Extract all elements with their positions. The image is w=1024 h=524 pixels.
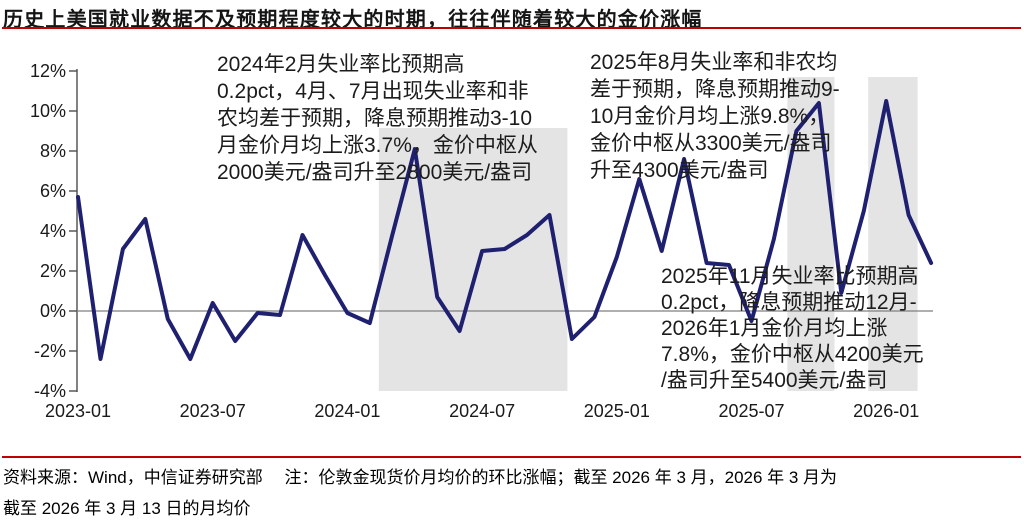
y-tick-label: -2% [33,341,66,361]
gold-mom-change-line-chart: 12% 10% 8% 6% 4% 2% 0% -2% -4% 2023-01 2023-07 202… [29,51,934,421]
x-tick-label: 2023-01 [44,401,112,421]
y-tick-label: -4% [33,381,66,401]
annotation-2024: 2024年2月失业率比预期高 0.2pct，4月、7月出现失业率和非 农均差于预… [217,53,538,184]
title-underline [2,27,1021,29]
x-tick-label: 2025-01 [583,401,650,421]
gold-mom-series-line [76,99,934,361]
x-tick-label: 2024-07 [449,401,516,421]
y-tick-label: 8% [39,141,66,161]
y-tick-label: 10% [29,101,66,121]
figure-title: 历史上美国就业数据不及预期程度较大的时期，往往伴随着较大的金价涨幅 [3,9,703,31]
x-tick-label: 2025-07 [718,401,785,421]
x-tick-label: 2023-07 [179,401,246,421]
y-tick-label: 4% [39,221,66,241]
y-tick-label: 0% [39,301,66,321]
source-note: 资料来源：Wind，中信证券研究部 注：伦敦金现货价月均价的环比涨幅；截至 20… [3,468,838,518]
chart-canvas [69,69,934,392]
x-tick-label: 2024-01 [314,401,381,421]
annotation-2025-aug: 2025年8月失业率和非农均 差于预期，降息预期推动9- 10月金价月均上涨9.… [590,51,840,182]
x-tick-label: 2026-01 [853,401,920,421]
footer-divider [2,456,1021,458]
y-tick-label: 2% [39,261,66,281]
y-tick-label: 12% [29,61,66,81]
annotation-2025-nov: 2025年11月失业率比预期高 0.2pct，降息预期推动12月- 2026年1… [661,265,924,392]
y-tick-label: 6% [39,181,66,201]
